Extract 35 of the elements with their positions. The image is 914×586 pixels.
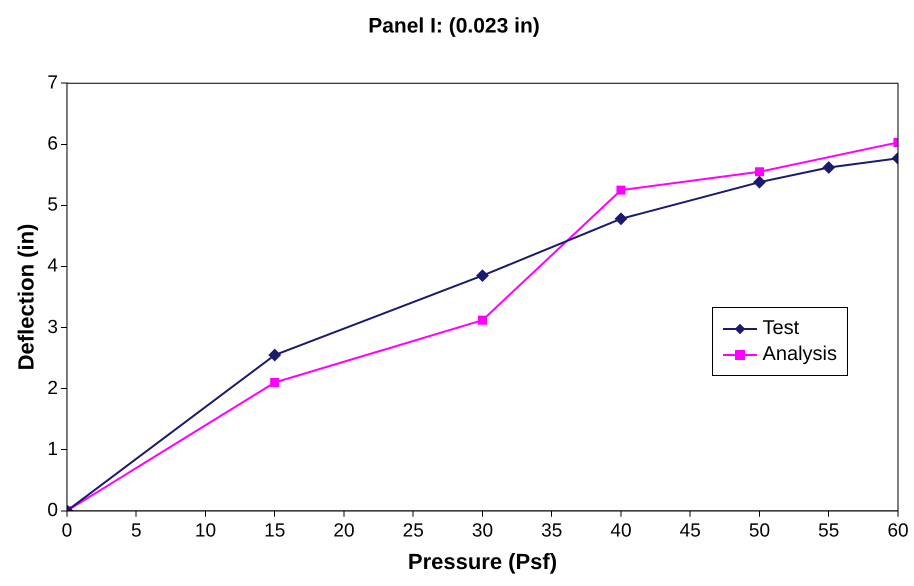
- y-axis-title: Deflection (in): [13, 224, 38, 370]
- x-tick-label: 25: [402, 520, 424, 542]
- y-tick-label: 1: [47, 438, 58, 460]
- x-tick-label: 15: [264, 520, 286, 542]
- point: [616, 186, 626, 195]
- x-tick-label: 20: [333, 520, 355, 542]
- point: [754, 167, 764, 176]
- x-tick-label: 50: [748, 520, 770, 542]
- x-tick-label: 30: [472, 520, 494, 542]
- legend-label: Analysis: [762, 343, 837, 366]
- point: [822, 162, 835, 174]
- y-tick-label: 3: [47, 316, 58, 338]
- x-tick-label: 0: [62, 520, 72, 542]
- x-tick-label: 10: [194, 520, 216, 542]
- y-tick-label: 7: [47, 72, 58, 94]
- x-tick-label: 40: [610, 520, 632, 542]
- x-tick-label: 5: [130, 520, 142, 542]
- point: [268, 349, 281, 362]
- point: [476, 270, 488, 282]
- y-tick-label: 6: [47, 134, 58, 155]
- y-tick-label: 2: [47, 378, 58, 399]
- y-tick-label: 5: [47, 194, 58, 216]
- point: [478, 316, 488, 325]
- x-tick-label: 60: [887, 520, 909, 542]
- point: [270, 378, 280, 388]
- x-tick-label: 45: [680, 520, 701, 542]
- point: [614, 212, 627, 225]
- y-tick-label: 0: [47, 500, 58, 522]
- x-tick-label: 35: [541, 520, 562, 542]
- x-tick-label: 55: [818, 520, 840, 542]
- x-axis-title: Pressure (Psf): [408, 548, 558, 574]
- point: [753, 176, 766, 188]
- y-tick-label: 4: [47, 256, 58, 277]
- chart-title: Panel I: (0.023 in): [368, 14, 540, 38]
- legend-label: Test: [762, 317, 800, 340]
